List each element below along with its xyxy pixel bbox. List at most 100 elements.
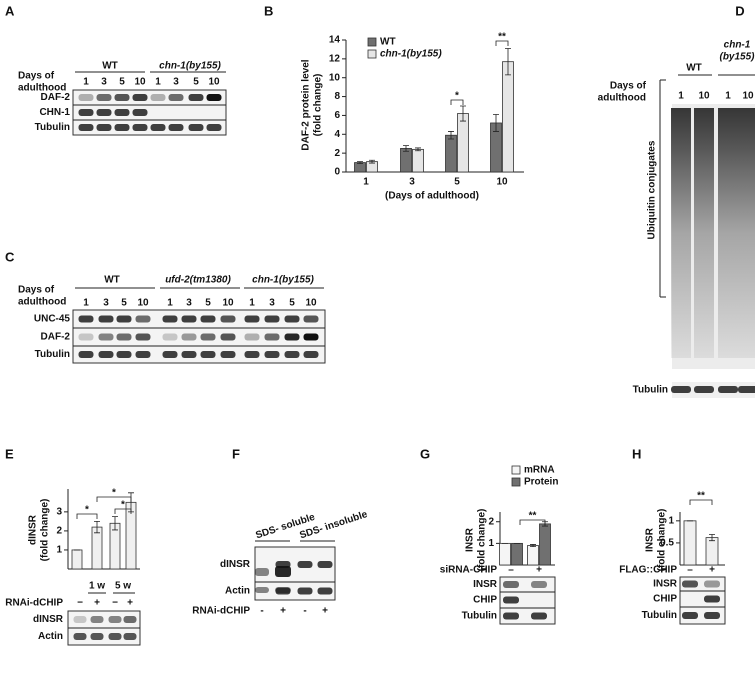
y-tick-label: 14 bbox=[329, 35, 341, 46]
bar bbox=[499, 542, 511, 566]
band bbox=[162, 351, 178, 358]
lane-label: 10 bbox=[742, 91, 754, 102]
band bbox=[275, 566, 291, 577]
band bbox=[114, 124, 130, 131]
band bbox=[206, 94, 222, 101]
band bbox=[264, 315, 280, 323]
row-label: Actin bbox=[225, 586, 250, 597]
legend-label: WT bbox=[380, 37, 396, 48]
days-label: adulthood bbox=[598, 93, 646, 104]
group-label: 1 w bbox=[89, 581, 105, 592]
days-label: Days of bbox=[610, 81, 647, 92]
error-bar bbox=[709, 534, 715, 542]
band bbox=[244, 315, 260, 323]
days-label: adulthood bbox=[18, 297, 66, 308]
band bbox=[303, 351, 319, 358]
lane-label: − bbox=[77, 598, 83, 609]
band bbox=[98, 333, 114, 341]
smear bbox=[718, 108, 738, 358]
band bbox=[181, 351, 197, 358]
band bbox=[718, 386, 738, 393]
significance-label: * bbox=[121, 500, 125, 511]
error-bar bbox=[112, 516, 118, 531]
band bbox=[244, 351, 260, 358]
band bbox=[108, 616, 122, 623]
band bbox=[78, 124, 94, 131]
y-tick-label: 2 bbox=[56, 526, 62, 537]
band bbox=[284, 315, 300, 323]
lane-label: + bbox=[94, 598, 100, 609]
lane-label: + bbox=[322, 606, 328, 617]
lane-label: + bbox=[536, 565, 542, 576]
band bbox=[132, 124, 148, 131]
band bbox=[682, 580, 698, 588]
row-label: UNC-45 bbox=[34, 314, 71, 325]
x-tick-label: 5 bbox=[454, 177, 460, 188]
significance-bracket bbox=[76, 513, 98, 519]
significance-label: ** bbox=[697, 491, 705, 502]
band bbox=[317, 587, 333, 595]
band bbox=[73, 616, 87, 623]
band bbox=[531, 581, 547, 588]
y-tick-label: 1 bbox=[488, 538, 494, 549]
error-bar bbox=[505, 48, 511, 76]
group-label: WT bbox=[104, 275, 120, 286]
lane-label: – bbox=[508, 565, 514, 576]
lane-label: 3 bbox=[186, 298, 192, 309]
significance-bracket bbox=[450, 99, 464, 105]
lane-label: 1 bbox=[167, 298, 173, 309]
lane-label: 10 bbox=[134, 77, 146, 88]
y-tick-label: 2 bbox=[488, 516, 494, 527]
legend-swatch bbox=[367, 37, 377, 47]
y-tick-label: 12 bbox=[329, 53, 341, 64]
band bbox=[704, 580, 720, 588]
lane-label: 10 bbox=[208, 77, 220, 88]
error-bar bbox=[530, 544, 536, 548]
band bbox=[275, 587, 291, 593]
band bbox=[704, 612, 720, 619]
band bbox=[135, 315, 151, 323]
blot-frame bbox=[72, 309, 326, 364]
x-tick-label: 10 bbox=[496, 177, 508, 188]
group-label: chn-1(by155) bbox=[159, 61, 221, 72]
significance-label: ** bbox=[498, 32, 506, 43]
lane-label: 3 bbox=[101, 77, 107, 88]
panel-label: A bbox=[5, 3, 15, 18]
band bbox=[297, 587, 313, 595]
treatment-label: RNAi-dCHIP bbox=[192, 606, 250, 617]
group-label: (by155) bbox=[719, 52, 755, 63]
y-axis-label: (fold change) bbox=[40, 499, 51, 562]
significance-bracket bbox=[495, 40, 509, 46]
lane-label: 3 bbox=[269, 298, 275, 309]
bar bbox=[400, 148, 412, 173]
band bbox=[135, 333, 151, 341]
band bbox=[188, 94, 204, 101]
band bbox=[188, 124, 204, 131]
band bbox=[114, 94, 130, 101]
y-tick-label: 3 bbox=[56, 506, 62, 517]
row-label: Tubulin bbox=[642, 610, 677, 621]
bar bbox=[539, 523, 551, 566]
band bbox=[150, 94, 166, 101]
bar bbox=[683, 520, 697, 566]
y-tick-label: 0 bbox=[334, 167, 340, 178]
y-tick-label: 10 bbox=[329, 72, 341, 83]
error-bar bbox=[403, 145, 409, 152]
smear bbox=[694, 108, 714, 358]
y-tick-label: 2 bbox=[334, 148, 340, 159]
band bbox=[90, 633, 104, 640]
bar bbox=[71, 549, 83, 570]
band bbox=[220, 351, 236, 358]
smear bbox=[738, 108, 755, 358]
significance-label: * bbox=[112, 488, 116, 499]
band bbox=[98, 315, 114, 323]
lane-label: - bbox=[260, 606, 263, 617]
lane-label: 1 bbox=[83, 298, 89, 309]
row-label: dINSR bbox=[220, 559, 251, 570]
band bbox=[168, 124, 184, 131]
band bbox=[132, 94, 148, 101]
legend-label: chn-1(by155) bbox=[380, 49, 442, 60]
y-tick-label: 0.5 bbox=[660, 538, 674, 549]
bar bbox=[354, 162, 366, 173]
lane-label: - bbox=[303, 606, 306, 617]
